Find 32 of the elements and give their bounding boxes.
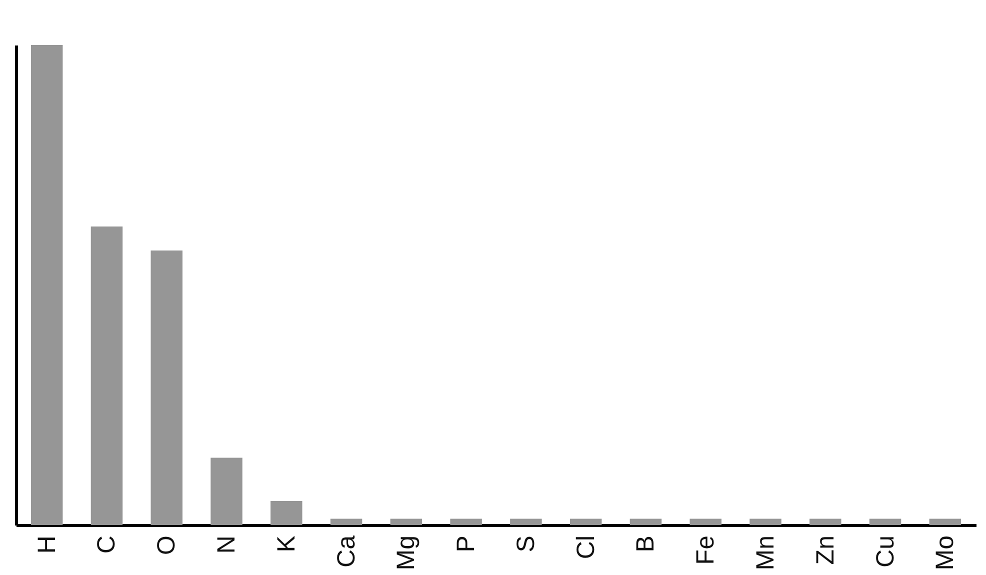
- x-tick-label: O: [152, 536, 181, 555]
- bar: [330, 518, 362, 525]
- x-tick-label: Mn: [751, 536, 780, 570]
- x-tick-label: Ca: [332, 535, 360, 568]
- x-tick-label: K: [272, 535, 300, 552]
- x-tick-label: H: [32, 536, 61, 554]
- bar: [929, 518, 962, 525]
- x-tick-label: P: [452, 536, 480, 552]
- bar: [450, 518, 482, 525]
- x-tick-label: Cl: [572, 536, 600, 560]
- bar: [270, 501, 302, 525]
- bar: [750, 518, 782, 525]
- bar: [570, 518, 602, 525]
- bar: [510, 518, 542, 525]
- x-tick-label: Fe: [692, 536, 720, 565]
- bar: [90, 226, 123, 525]
- x-tick-label: Mo: [931, 536, 960, 570]
- bar: [30, 45, 63, 525]
- x-tick-label: Zn: [811, 536, 840, 565]
- x-tick-label: Cu: [871, 536, 900, 568]
- x-tick-label: N: [212, 536, 241, 554]
- bar: [810, 518, 842, 525]
- bar: [630, 518, 662, 525]
- bar: [150, 250, 182, 525]
- x-tick-label: C: [92, 536, 121, 554]
- x-tick-label: S: [512, 536, 540, 552]
- bar: [210, 458, 242, 525]
- bar: [690, 518, 722, 525]
- x-tick-label: B: [632, 536, 660, 552]
- x-tick-label: Mg: [392, 536, 420, 570]
- bar: [390, 518, 422, 525]
- bar: [869, 518, 902, 525]
